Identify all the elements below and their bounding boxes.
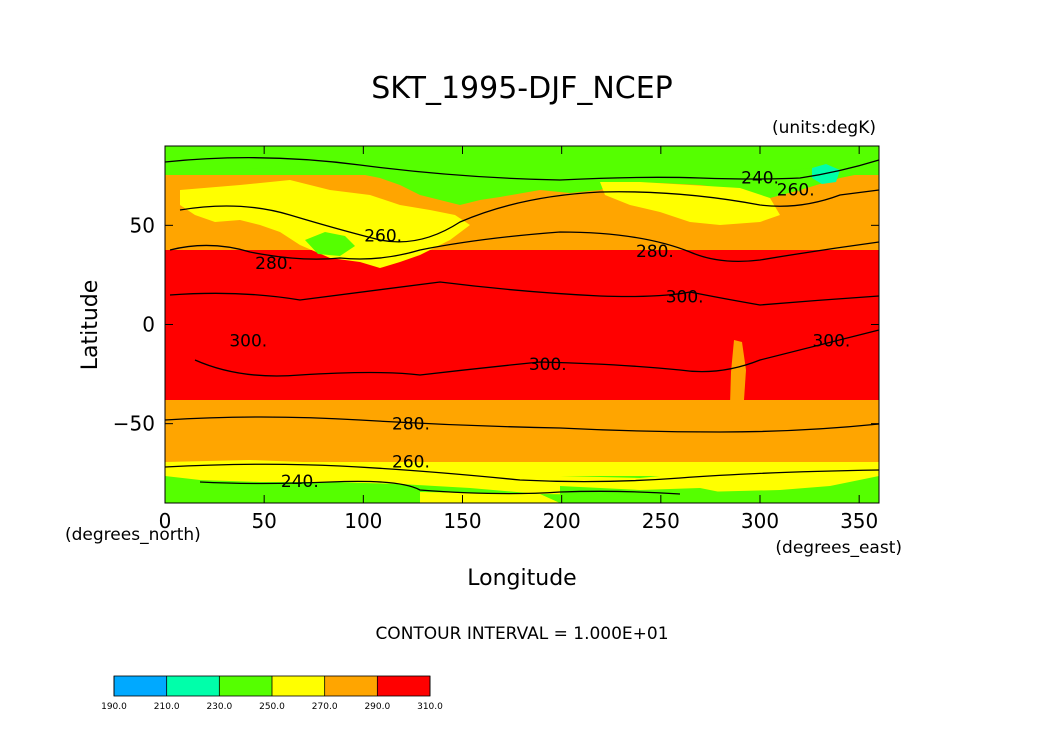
contour-label: 260. [777,181,815,201]
region-south-america-andes [730,340,746,430]
contour-label-layer: 240.260.260.280.280.300.300.300.300.280.… [229,169,850,492]
x-tick-label: 350 [840,509,878,533]
contour-label: 300. [666,288,704,308]
colorbar-swatch [377,676,430,696]
y-axis: 50 0 −50 [113,213,879,436]
map-plot-area: 240.260.260.280.280.300.300.300.300.280.… [164,145,880,504]
contour-240-north [164,157,880,181]
y-axis-label: Latitude [78,280,103,371]
contour-label: 260. [364,226,402,246]
contour-280-north [169,231,880,262]
band-tropics [165,250,879,400]
y-units-label: (degrees_north) [65,525,201,545]
region-antarctic-green-patch [560,486,720,503]
colorbar-tick-label: 210.0 [154,702,180,712]
colorbar-tick-label: 230.0 [206,702,232,712]
region-tibet-cold [305,232,355,256]
x-axis: 0 50 100 150 200 250 300 350 [159,146,878,533]
contour-interval-label: CONTOUR INTERVAL = 1.000E+01 [375,624,668,644]
colorbar-swatch [114,676,167,696]
region-north-asia-cold [165,146,879,205]
region-eurasia-cool [180,180,470,268]
y-tick-label: 0 [142,313,155,337]
contour-label: 300. [812,331,850,351]
contour-260-north [179,189,880,243]
x-tick-label: 100 [344,509,382,533]
colorbar-tick-label: 310.0 [417,702,443,712]
x-axis-label: Longitude [467,566,576,591]
colorbar-tick-label: 270.0 [312,702,338,712]
y-tick-label: −50 [113,412,155,436]
contour-280-south [164,416,880,433]
colorbar-swatch [272,676,325,696]
x-units-label: (degrees_east) [775,538,902,558]
region-middle-east-hot [190,250,232,268]
contour-260-south [164,463,880,483]
colorbar-tick-label: 250.0 [259,702,285,712]
contour-300-south [194,329,880,377]
colorbar: 190.0 210.0 230.0 250.0 270.0 290.0 310.0 [101,675,443,712]
units-label: (units:degK) [772,118,876,138]
region-southern-ocean-yellow [165,460,879,495]
contour-label: 260. [392,452,430,472]
contour-300-north [169,281,880,306]
contour-lines [164,157,880,495]
contour-label: 240. [741,169,779,189]
x-tick-label: 300 [741,509,779,533]
colorbar-tick-label: 190.0 [101,702,127,712]
x-tick-label: 50 [251,509,276,533]
y-tick-label: 50 [130,213,155,237]
contour-label: 280. [636,242,674,262]
region-greenland-ice [790,168,812,192]
contour-label: 280. [392,415,430,435]
contour-label: 300. [529,355,567,375]
colorbar-swatch [166,676,220,696]
contour-label: 280. [255,254,293,274]
contour-label: 240. [281,472,319,492]
chart-title: SKT_1995-DJF_NCEP [371,71,673,106]
contour-label: 300. [229,331,267,351]
x-tick-label: 150 [443,509,481,533]
colorbar-swatch [324,676,378,696]
colorbar-swatch [219,676,272,696]
region-antarctic-yellow-2 [420,492,560,503]
contour-240-south [199,480,681,495]
x-tick-label: 250 [642,509,680,533]
colorbar-tick-label: 290.0 [364,702,390,712]
x-tick-label: 0 [159,509,172,533]
x-tick-label: 200 [543,509,581,533]
